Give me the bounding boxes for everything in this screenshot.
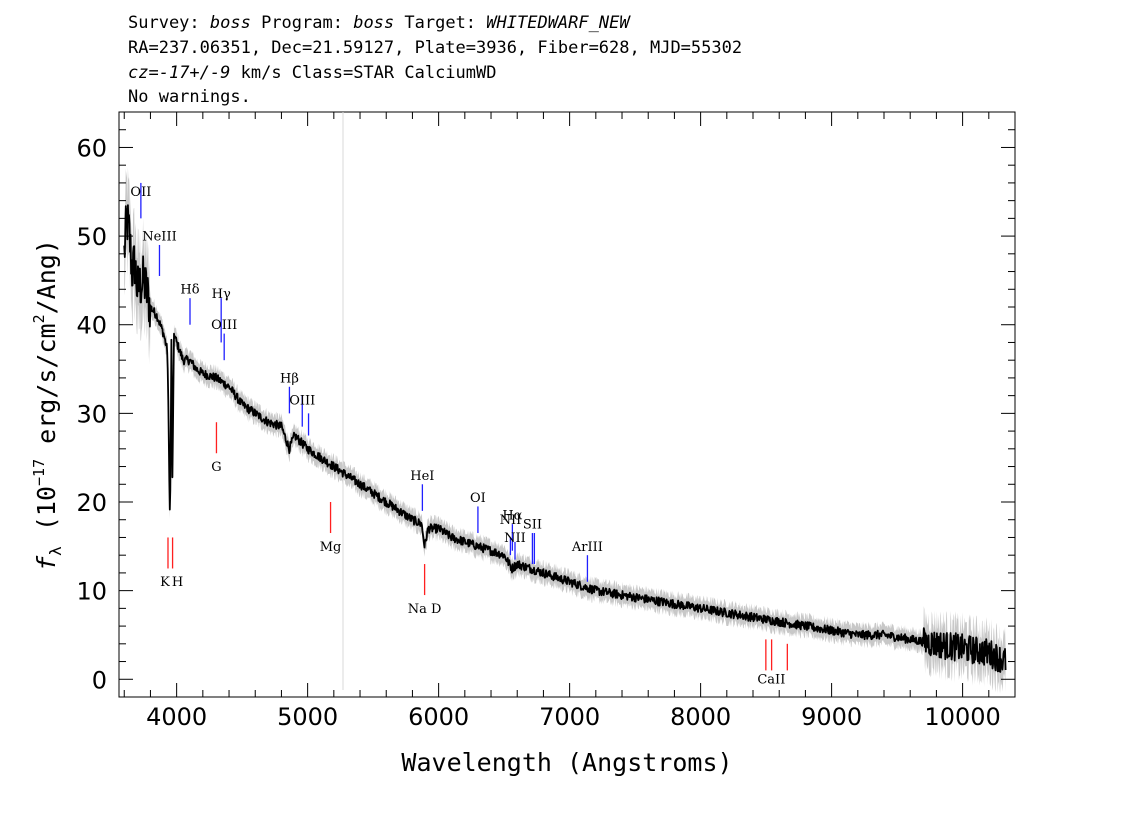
line-label-hei: HeI — [410, 469, 434, 484]
y-tick-label: 50 — [76, 223, 107, 251]
line-label-na-d: Na D — [408, 602, 442, 617]
y-axis-f: f — [32, 555, 61, 571]
line-label-hβ: Hβ — [280, 371, 299, 386]
header-survey-label: Survey: — [128, 13, 210, 33]
line-label-nii: NII — [500, 513, 522, 528]
line-label-oi: OI — [470, 491, 486, 506]
line-label-g: G — [211, 460, 221, 475]
spectrum-layer — [123, 204, 1007, 673]
header-line-1: Survey: boss Program: boss Target: WHITE… — [128, 13, 631, 33]
line-label-oiii: OIII — [211, 318, 237, 333]
y-tick-label: 10 — [76, 578, 107, 606]
header-program-label: Program: — [251, 13, 353, 33]
spectrum-line — [123, 204, 1007, 673]
header-cz-label: cz= — [128, 63, 159, 83]
y-tick-label: 40 — [76, 312, 107, 340]
x-tick-label: 5000 — [277, 703, 338, 731]
x-tick-label: 9000 — [801, 703, 862, 731]
line-label-oiii: OIII — [289, 394, 315, 409]
line-label-hδ: Hδ — [180, 283, 199, 298]
header-program-value: boss — [353, 13, 394, 33]
line-label-oii: OII — [130, 185, 151, 200]
y-axis-mid2: erg/s/cm — [32, 323, 61, 458]
line-label-hα: Hα — [502, 509, 522, 524]
y-axis-end: /Ang) — [32, 239, 61, 314]
line-label-neiii: NeIII — [142, 230, 176, 245]
header-class: km/s Class=STAR CalciumWD — [230, 63, 496, 83]
header-line-2: RA=237.06351, Dec=21.59127, Plate=3936, … — [128, 38, 742, 58]
x-tick-label: 7000 — [539, 703, 600, 731]
axis-ticks: 4000 5000 6000 7000 8000 9000 10000 0 10 20 30 40 50… — [76, 111, 1016, 731]
line-label-k: K — [160, 575, 170, 590]
y-tick-label: 60 — [76, 134, 107, 162]
y-tick-label: 20 — [76, 489, 107, 517]
y-tick-label: 0 — [92, 666, 107, 694]
y-axis-exp2: 2 — [30, 314, 48, 323]
y-axis-mid: (10 — [32, 486, 61, 546]
error-band — [124, 167, 1006, 694]
plot-frame — [118, 111, 1016, 698]
line-label-caii: CaII — [757, 673, 785, 688]
header-line-3: cz=-17+/-9 km/s Class=STAR CalciumWD — [128, 63, 496, 83]
y-axis-title: fλ (10−17 erg/s/cm2/Ang) — [30, 239, 65, 571]
error-band-area — [124, 167, 1006, 694]
line-label-hγ: Hγ — [212, 287, 231, 302]
header-line-4: No warnings. — [128, 87, 251, 107]
y-tick-label: 30 — [76, 400, 107, 428]
y-axis-exp: −17 — [30, 459, 48, 486]
line-label-ariii: ArIII — [571, 540, 603, 555]
x-tick-label: 4000 — [146, 703, 207, 731]
y-axis-sub: λ — [46, 546, 65, 556]
header-target-label: Target: — [394, 13, 486, 33]
x-axis-title: Wavelength (Angstroms) — [401, 748, 732, 777]
x-tick-label: 8000 — [670, 703, 731, 731]
line-label-nii: NII — [504, 531, 526, 546]
line-label-h: H — [172, 575, 183, 590]
header-target-value: WHITEDWARF_NEW — [486, 13, 631, 33]
x-tick-label: 10000 — [924, 703, 1000, 731]
line-label-sii: SII — [523, 518, 542, 533]
line-label-mg: Mg — [320, 540, 342, 555]
header-survey-value: boss — [210, 13, 251, 33]
x-tick-label: 6000 — [408, 703, 469, 731]
header-cz-value: -17+/-9 — [159, 63, 231, 83]
